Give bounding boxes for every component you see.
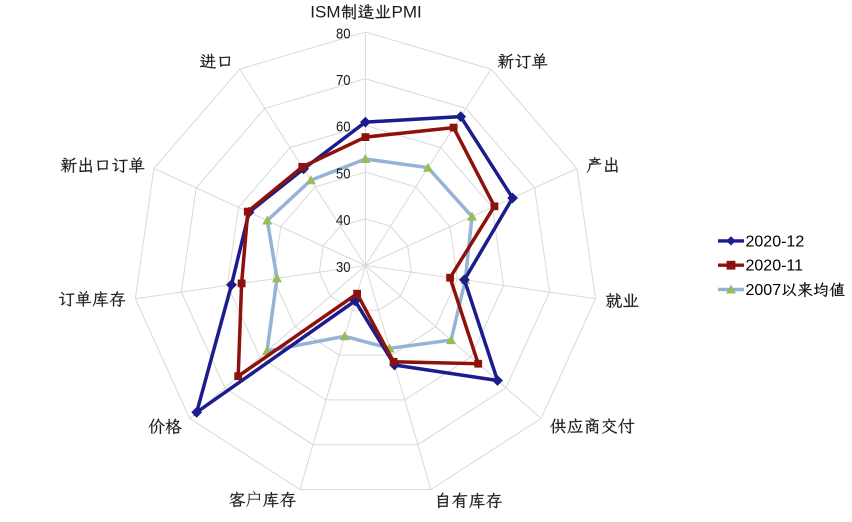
svg-text:ISM: ISM: [310, 3, 340, 22]
svg-text:2007: 2007: [746, 282, 782, 299]
svg-text:2020-12: 2020-12: [746, 233, 805, 250]
svg-text:70: 70: [336, 72, 351, 89]
svg-text:60: 60: [336, 119, 351, 136]
svg-text:30: 30: [336, 259, 351, 276]
svg-text:80: 80: [336, 25, 351, 42]
svg-text:2020-11: 2020-11: [746, 258, 804, 275]
svg-text:40: 40: [336, 212, 351, 229]
svg-text:PMI: PMI: [392, 3, 422, 22]
svg-text:50: 50: [336, 165, 351, 182]
